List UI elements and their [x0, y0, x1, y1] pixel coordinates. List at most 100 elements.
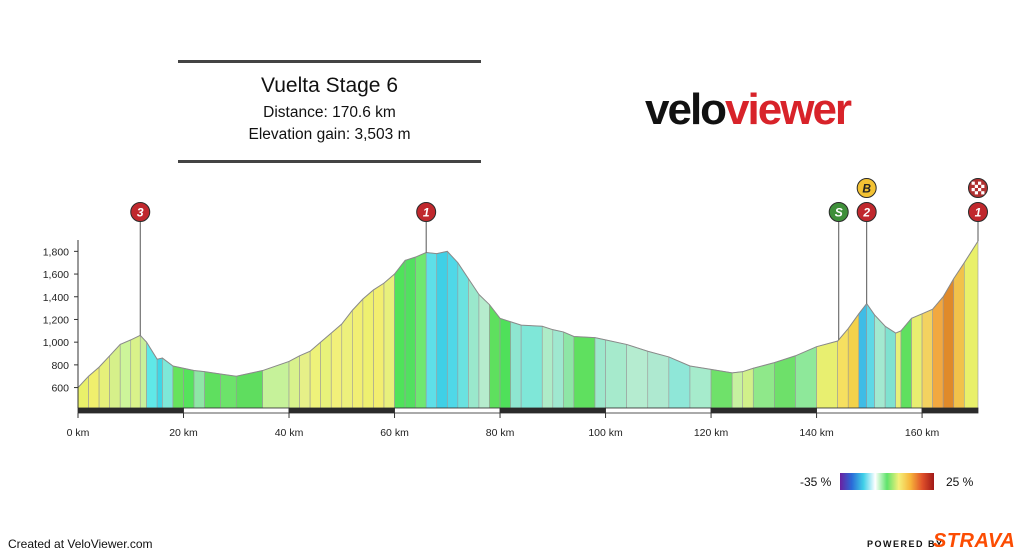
profile-segment	[710, 369, 733, 409]
profile-segment	[963, 240, 979, 409]
profile-segment	[394, 259, 406, 409]
profile-segment	[921, 308, 933, 409]
profile-segment	[193, 370, 205, 409]
profile-segment	[900, 317, 912, 409]
stage-title-box: Vuelta Stage 6 Distance: 170.6 km Elevat…	[178, 60, 481, 164]
profile-segment	[436, 250, 448, 409]
y-tick-label: 1,200	[43, 314, 69, 326]
profile-segment	[874, 314, 886, 409]
checkered-flag-cell	[981, 191, 985, 195]
profile-segment	[795, 346, 817, 409]
distance-scale-band	[605, 407, 712, 414]
profile-line	[77, 240, 979, 388]
profile-segment	[130, 334, 141, 409]
x-tick-label: 60 km	[380, 427, 409, 439]
strava-logo[interactable]: STRAVA	[933, 530, 1016, 552]
profile-segment	[647, 350, 670, 409]
climb-marker-label: 3	[137, 206, 144, 220]
stage-title: Vuelta Stage 6	[261, 74, 398, 97]
checkered-flag-cell	[978, 188, 982, 192]
climb-marker	[856, 202, 877, 222]
footer-credit[interactable]: Created at VeloViewer.com	[8, 537, 153, 551]
veloviewer-logo-viewer: viewer	[725, 85, 852, 134]
x-tick-label: 80 km	[486, 427, 515, 439]
profile-segment	[77, 375, 89, 409]
veloviewer-logo-velo: velo	[645, 85, 727, 134]
checkered-flag-cell	[971, 188, 975, 192]
y-tick-label: 600	[51, 383, 69, 395]
y-tick-label: 800	[51, 360, 69, 372]
sprint-marker-label: S	[835, 206, 843, 220]
profile-segment	[489, 303, 501, 409]
profile-segment	[320, 332, 332, 409]
checkered-flag-cell	[971, 181, 975, 185]
profile-segment	[183, 367, 195, 409]
bonus-marker-label: B	[862, 182, 871, 196]
distance-scale-band	[394, 407, 501, 414]
x-tick-label: 100 km	[588, 427, 623, 439]
profile-segment	[404, 256, 416, 409]
distance-scale-band	[77, 407, 184, 414]
profile-segment	[594, 337, 606, 409]
distance-scale-band	[921, 407, 979, 414]
profile-segment	[689, 365, 712, 409]
profile-segment	[299, 350, 311, 409]
profile-segment	[510, 321, 522, 409]
profile-segment	[752, 362, 775, 409]
elevation-profile-chart: 600 800 1,000 1,200 1,400 1,600 1,800 0 km 20 km…	[43, 178, 988, 439]
profile-segment	[626, 344, 649, 409]
climb-marker-label: 1	[975, 206, 982, 220]
profile-segment	[573, 336, 596, 409]
profile-segment	[446, 250, 459, 409]
profile-segment	[895, 330, 902, 409]
chart-axes: 600 800 1,000 1,200 1,400 1,600 1,800 0 km 20 km…	[43, 240, 979, 439]
profile-segment	[162, 357, 174, 409]
profile-segment	[816, 340, 838, 409]
bonus-marker	[856, 178, 877, 198]
x-tick-label: 0 km	[67, 427, 90, 439]
checkered-flag-cell	[978, 181, 982, 185]
sprint-marker	[828, 202, 849, 222]
profile-segment	[468, 277, 480, 409]
climb-marker	[416, 202, 437, 222]
profile-segment	[866, 302, 875, 409]
profile-segment	[478, 293, 490, 409]
gradient-scale-bar	[840, 473, 934, 490]
distance-scale-band	[710, 407, 817, 414]
veloviewer-logo[interactable]: veloviewer	[645, 85, 852, 134]
profile-segment	[156, 357, 163, 409]
x-tick-label: 140 km	[799, 427, 834, 439]
profile-segment	[415, 252, 427, 409]
profile-segment	[362, 289, 374, 409]
x-tick-label: 160 km	[905, 427, 940, 439]
profile-segment	[774, 355, 796, 409]
profile-segments	[77, 240, 979, 409]
title-rule-top	[178, 60, 481, 63]
profile-segment	[373, 282, 385, 409]
profile-segment	[932, 295, 944, 409]
climb-markers: 3 1 S 2 B 1	[130, 178, 988, 340]
profile-segment	[942, 277, 955, 409]
climb-marker	[968, 202, 988, 222]
profile-segment	[457, 261, 469, 409]
profile-segment	[262, 361, 290, 409]
climb-marker	[130, 202, 151, 222]
profile-segment	[139, 334, 147, 409]
x-tick-label: 20 km	[169, 427, 198, 439]
distance-scale-band	[183, 407, 290, 414]
profile-segment	[288, 355, 300, 409]
stage-distance: Distance: 170.6 km	[263, 104, 396, 121]
climb-marker-label: 1	[423, 206, 430, 220]
profile-segment	[172, 365, 184, 409]
profile-segment	[911, 313, 923, 409]
distance-scale-band	[499, 407, 606, 414]
profile-segment	[383, 273, 395, 409]
distance-scale-band	[288, 407, 395, 414]
profile-segment	[235, 370, 263, 409]
profile-segment	[330, 323, 343, 409]
legend-min-label: -35 %	[800, 475, 832, 489]
gradient-legend: -35 % 25 %	[792, 472, 982, 494]
title-rule-bottom	[178, 160, 481, 163]
checkered-flag-cell	[974, 191, 978, 195]
y-tick-label: 1,000	[43, 337, 69, 349]
